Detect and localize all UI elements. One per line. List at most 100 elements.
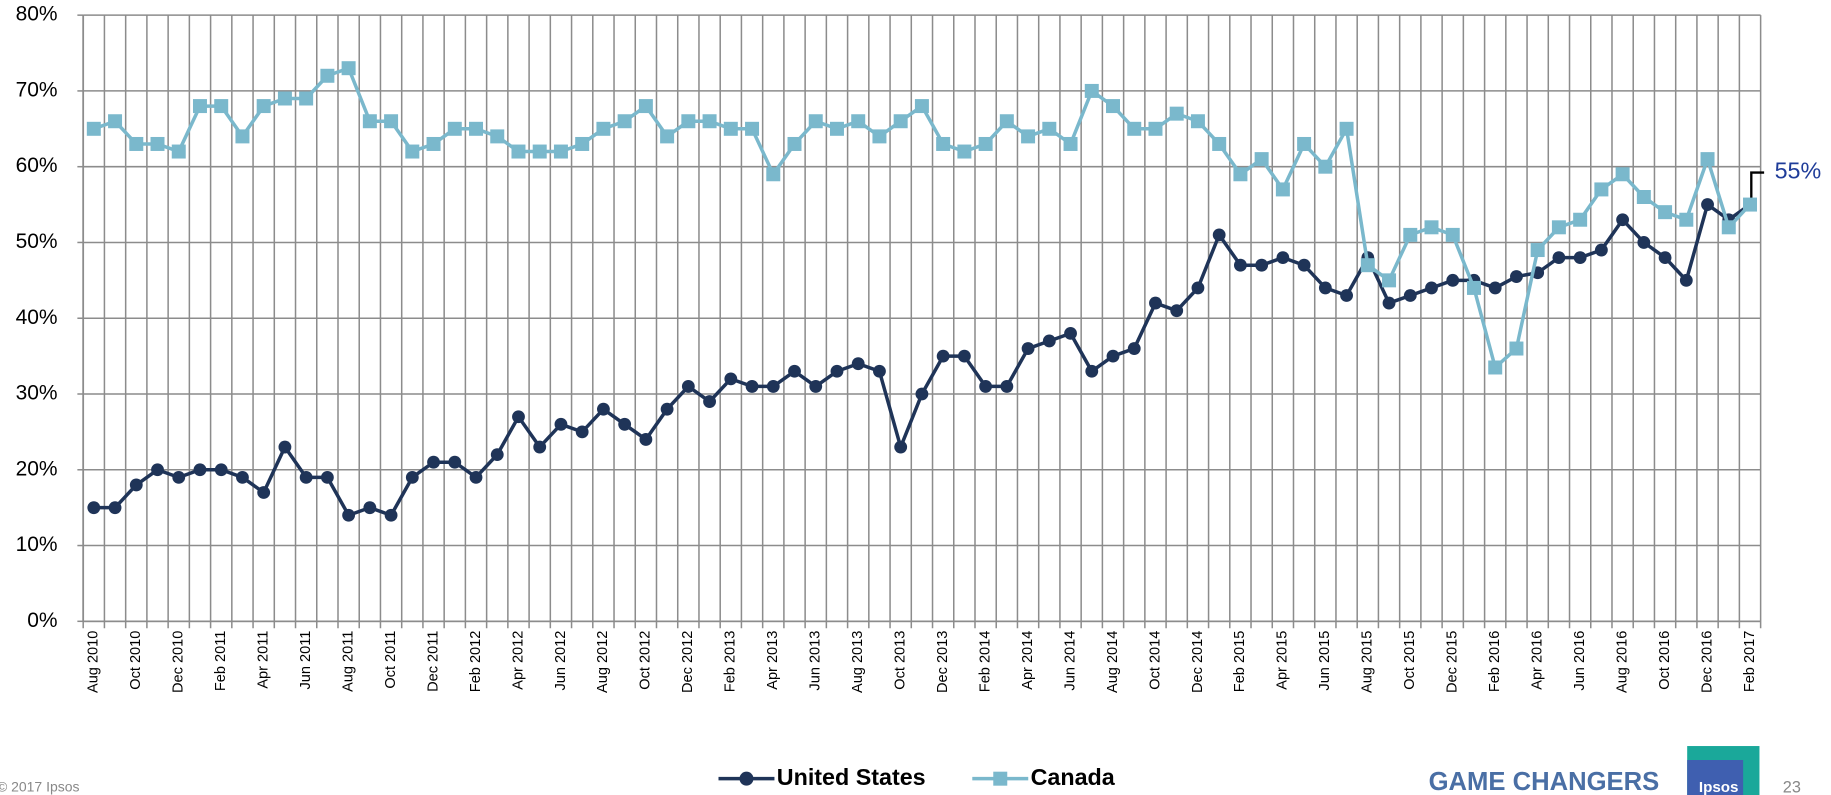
marker <box>1721 220 1736 235</box>
x-tick-label: Jun 2013 <box>808 631 824 691</box>
marker <box>1148 121 1163 136</box>
marker <box>1615 167 1630 182</box>
marker <box>1658 205 1673 220</box>
x-tick-label: Feb 2016 <box>1487 631 1503 693</box>
marker <box>533 440 547 454</box>
y-tick-label: 30% <box>16 382 58 405</box>
marker <box>788 364 801 378</box>
marker <box>872 129 887 144</box>
marker <box>235 129 250 144</box>
marker <box>1318 281 1332 295</box>
marker <box>1170 304 1184 318</box>
grid <box>77 14 1762 629</box>
marker <box>1446 273 1460 287</box>
marker <box>1360 258 1375 273</box>
marker <box>192 99 207 114</box>
marker <box>384 114 399 129</box>
y-tick-label: 80% <box>16 3 58 26</box>
x-tick-label: Apr 2011 <box>256 631 272 689</box>
marker <box>914 99 929 114</box>
x-tick-label: Aug 2014 <box>1105 631 1121 693</box>
legend-label: Canada <box>1031 764 1116 790</box>
marker <box>553 144 568 159</box>
marker <box>278 440 292 454</box>
x-tick-label: Feb 2017 <box>1742 631 1758 693</box>
x-tick-label: Feb 2015 <box>1232 631 1248 693</box>
x-tick-label: Dec 2012 <box>680 631 696 693</box>
marker <box>660 129 675 144</box>
marker <box>809 380 823 393</box>
series-line <box>93 65 1752 371</box>
marker <box>999 114 1014 129</box>
marker <box>405 144 420 159</box>
marker <box>1127 342 1141 355</box>
marker <box>299 91 314 106</box>
marker <box>257 486 271 499</box>
x-tick-label: Dec 2011 <box>425 631 441 692</box>
x-tick-label: Oct 2013 <box>893 631 909 690</box>
x-tick-label: Jun 2014 <box>1062 631 1078 691</box>
marker <box>638 99 653 114</box>
marker <box>1509 341 1524 356</box>
marker <box>894 440 908 454</box>
marker <box>979 380 993 393</box>
marker <box>1340 289 1353 302</box>
marker <box>1679 212 1694 227</box>
marker <box>256 99 271 114</box>
marker <box>214 463 228 477</box>
marker <box>723 121 738 136</box>
marker <box>342 508 356 522</box>
marker <box>1297 258 1311 272</box>
marker <box>1594 182 1609 197</box>
marker <box>1275 182 1290 197</box>
x-tick-label: Dec 2015 <box>1445 631 1461 693</box>
marker <box>1149 296 1162 310</box>
marker <box>193 463 207 477</box>
marker <box>597 402 610 416</box>
x-tick-label: Jun 2016 <box>1572 631 1588 691</box>
marker <box>1636 190 1651 204</box>
marker <box>1488 360 1503 375</box>
marker <box>936 136 951 151</box>
marker <box>766 380 780 393</box>
marker <box>1000 380 1014 393</box>
x-tick-label: Apr 2012 <box>510 631 526 690</box>
marker <box>320 68 335 83</box>
marker <box>363 501 377 515</box>
y-tick-label: 70% <box>16 78 58 101</box>
marker <box>426 136 441 151</box>
x-tick-label: Feb 2014 <box>977 631 993 693</box>
annotation-leader <box>1750 171 1765 204</box>
marker <box>808 114 823 129</box>
marker <box>1552 251 1566 265</box>
marker <box>1212 136 1227 151</box>
marker <box>745 121 760 136</box>
marker <box>1190 114 1205 129</box>
marker <box>617 114 632 129</box>
marker <box>171 144 186 159</box>
marker <box>469 121 484 136</box>
legend-label: United States <box>777 764 926 790</box>
x-tick-label: Oct 2012 <box>638 631 654 690</box>
marker <box>150 136 165 151</box>
legend-swatch <box>993 771 1008 786</box>
marker <box>151 463 164 477</box>
marker <box>447 121 462 136</box>
brand: GAME CHANGERS <box>1429 768 1660 795</box>
x-tick-label: Aug 2013 <box>850 631 866 693</box>
marker <box>1403 289 1417 302</box>
marker <box>108 114 123 129</box>
marker <box>1063 136 1078 151</box>
marker <box>1425 281 1438 295</box>
marker <box>512 410 525 424</box>
x-tick-label: Aug 2012 <box>595 631 611 693</box>
marker <box>362 114 377 129</box>
x-tick-label: Jun 2011 <box>298 631 314 690</box>
marker <box>511 144 526 159</box>
marker <box>129 478 143 492</box>
marker <box>1573 212 1588 227</box>
marker <box>1106 99 1121 114</box>
copyright: © 2017 Ipsos <box>0 779 79 795</box>
